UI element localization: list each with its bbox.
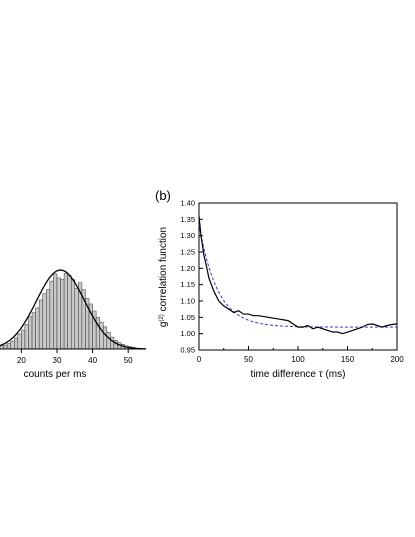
correlation-x-ticks: 0 50 100 150 200 xyxy=(197,346,404,364)
gaussian-fit-curve xyxy=(0,269,147,350)
correlation-y-ticks: 0.95 1.00 1.05 1.10 1.15 1.20 1.25 1.30 1.35 1.40 xyxy=(180,199,203,355)
y-label-superscript: (2) xyxy=(159,314,165,321)
histogram-bar xyxy=(70,279,76,350)
histogram-bar xyxy=(60,279,65,350)
histogram-bar xyxy=(99,321,104,350)
histogram-bar xyxy=(13,337,19,350)
histogram-bar xyxy=(21,329,26,350)
histogram-bar xyxy=(38,299,43,350)
correlation-panel: (b) 0.95 1.00 1.05 1.10 1.15 1.20 1.25 1.30 1.35… xyxy=(155,188,404,380)
correlation-y-tick-label: 1.30 xyxy=(180,231,195,240)
correlation-x-tick-label: 200 xyxy=(390,355,404,364)
histogram-bar xyxy=(56,277,61,350)
correlation-x-tick-label: 100 xyxy=(291,355,305,364)
correlation-plot-frame xyxy=(198,202,398,351)
histogram-bar xyxy=(113,340,118,350)
correlation-y-tick-label: 1.40 xyxy=(180,199,195,208)
histogram-bar xyxy=(24,324,29,350)
correlation-y-tick-label: 1.05 xyxy=(180,313,195,322)
histogram-x-tick-label: 30 xyxy=(53,356,62,365)
correlation-x-tick-label: 150 xyxy=(341,355,355,364)
correlation-x-axis-label: time difference τ (ms) xyxy=(251,369,346,380)
correlation-y-tick-label: 1.20 xyxy=(180,264,195,273)
correlation-y-tick-label: 1.35 xyxy=(180,215,195,224)
histogram-bar xyxy=(42,293,47,350)
y-label-g: g xyxy=(158,322,169,328)
histogram-x-axis-label: counts per ms xyxy=(24,369,87,380)
histogram-x-ticks: 20 30 40 50 xyxy=(17,349,133,365)
histogram-bar xyxy=(3,344,8,350)
histogram-panel: 20 30 40 50 counts per ms xyxy=(0,269,147,380)
correlation-y-tick-label: 0.95 xyxy=(180,346,195,355)
g2-data-curve xyxy=(198,216,398,335)
panel-label-b: (b) xyxy=(155,188,171,203)
histogram-x-tick-label: 50 xyxy=(124,356,133,365)
histogram-bar xyxy=(67,275,72,350)
histogram-bar xyxy=(28,316,33,350)
correlation-y-tick-label: 1.25 xyxy=(180,248,195,257)
correlation-y-tick-label: 1.00 xyxy=(180,329,195,338)
correlation-x-tick-label: 0 xyxy=(197,355,202,364)
correlation-y-tick-label: 1.10 xyxy=(180,297,195,306)
histogram-x-tick-label: 20 xyxy=(17,356,26,365)
correlation-x-tick-label: 50 xyxy=(244,355,253,364)
histogram-bar xyxy=(63,272,68,350)
histogram-bar xyxy=(17,333,22,350)
histogram-bar xyxy=(110,336,115,350)
histogram-bars xyxy=(0,272,140,350)
histogram-bar xyxy=(74,287,79,350)
exponential-fit-curve xyxy=(198,224,397,328)
histogram-bar xyxy=(6,343,11,350)
y-label-text: correlation function xyxy=(158,227,169,314)
histogram-x-tick-label: 40 xyxy=(88,356,97,365)
histogram-bar xyxy=(10,340,15,350)
histogram-bar xyxy=(106,332,111,350)
histogram-bar xyxy=(53,273,58,350)
histogram-bar xyxy=(49,280,54,350)
histogram-bar xyxy=(46,289,51,350)
histogram-bar xyxy=(35,307,40,350)
histogram-bar xyxy=(103,326,108,350)
correlation-y-axis-label: g(2) correlation function xyxy=(158,227,169,327)
correlation-y-tick-label: 1.15 xyxy=(180,280,195,289)
histogram-bar xyxy=(31,312,36,350)
